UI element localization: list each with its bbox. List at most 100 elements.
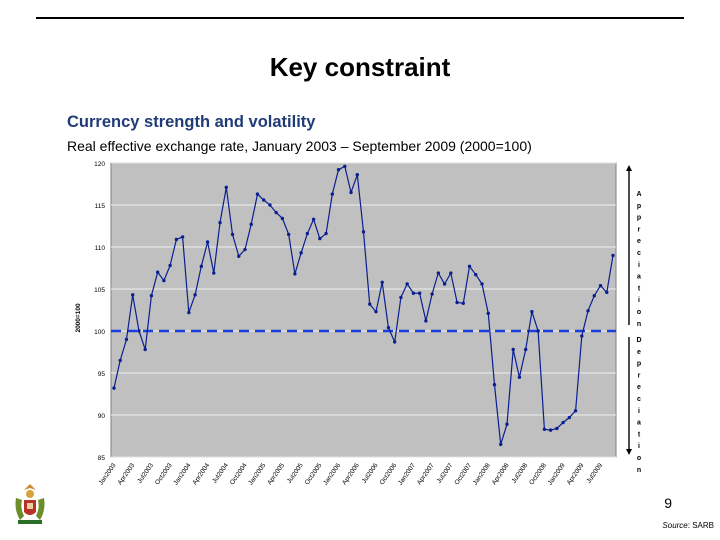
slide-title: Key constraint [269, 52, 451, 82]
data-point [268, 203, 272, 207]
data-point [368, 302, 372, 306]
depreciation-arrowhead [626, 449, 632, 455]
data-point [567, 415, 572, 420]
data-point [555, 426, 559, 431]
plot-area [110, 162, 617, 458]
x-tick-label: Jan2008 [472, 462, 492, 487]
data-point [392, 340, 397, 344]
data-point [511, 347, 515, 352]
y-axis-label: 2000=100 [75, 303, 82, 332]
x-tick-label: Apr2005 [266, 462, 286, 486]
x-tick-label: Jan2006 [322, 462, 342, 487]
x-tick-label: Jul2006 [361, 462, 380, 485]
x-tick-label: Apr2003 [117, 462, 137, 486]
x-tick-label: Jul2007 [436, 462, 455, 485]
data-point [205, 240, 210, 244]
data-point [605, 290, 609, 295]
data-point [336, 168, 341, 172]
data-point [237, 254, 241, 258]
data-point [286, 232, 291, 237]
x-tick-label: Oct2007 [453, 462, 473, 486]
data-point [417, 291, 422, 295]
data-point [162, 278, 166, 283]
data-point [405, 282, 409, 286]
data-point [255, 192, 260, 196]
data-point [374, 309, 378, 314]
data-point [305, 231, 310, 236]
data-point [262, 198, 266, 202]
data-point [349, 190, 353, 195]
data-point [436, 271, 441, 275]
data-point [199, 264, 204, 269]
x-tick-label: Apr2008 [491, 462, 511, 486]
source-name: : SARB [687, 521, 714, 530]
data-point [212, 271, 216, 275]
data-point [442, 282, 447, 286]
data-point [112, 386, 116, 390]
data-point [548, 428, 553, 432]
data-point [311, 217, 316, 221]
data-point [486, 311, 490, 316]
data-point [131, 293, 135, 297]
data-point [330, 192, 335, 196]
data-point [474, 273, 478, 277]
data-point [218, 220, 222, 225]
x-tick-label: Jul2004 [211, 462, 230, 485]
y-tick-label: 90 [98, 413, 106, 420]
data-point [530, 309, 534, 314]
data-point [573, 409, 578, 413]
y-tick-label: 95 [98, 371, 106, 378]
x-tick-label: Oct2004 [229, 462, 249, 486]
data-point [611, 253, 615, 258]
x-tick-label: Oct2005 [304, 462, 324, 486]
data-point [536, 329, 540, 333]
x-tick-label: Jul2003 [136, 462, 155, 485]
top-rule [36, 17, 684, 19]
data-point [523, 347, 528, 352]
data-point [293, 272, 297, 276]
x-tick-label: Apr2009 [566, 462, 586, 486]
data-point [318, 236, 322, 241]
y-tick-label: 120 [94, 161, 105, 168]
data-point [299, 251, 303, 255]
y-tick-label: 115 [95, 203, 106, 210]
x-tick-label: Jul2005 [286, 462, 305, 485]
data-point [324, 231, 328, 236]
data-point [580, 334, 584, 338]
rer-line-chart: 8590951001051101151202000=100Jan2003Apr2… [75, 161, 642, 487]
data-point [592, 294, 596, 298]
x-tick-label: Apr2006 [341, 462, 361, 486]
x-tick-label: Jul2009 [585, 462, 604, 485]
data-point [168, 263, 172, 268]
data-point [280, 216, 285, 221]
data-point [499, 442, 503, 447]
data-point [380, 280, 384, 284]
x-tick-label: Oct2008 [528, 462, 548, 486]
data-point [542, 427, 547, 431]
page-number: 9 [664, 495, 672, 511]
data-point [467, 264, 472, 269]
data-point [137, 329, 141, 333]
data-point [224, 185, 228, 190]
data-point [449, 271, 453, 275]
data-point [155, 270, 160, 274]
data-point [386, 325, 391, 330]
data-point [461, 301, 465, 305]
y-tick-label: 100 [94, 329, 105, 336]
data-point [480, 282, 484, 286]
data-point [361, 230, 366, 234]
data-point [124, 337, 129, 342]
source-note: Source: SARB [662, 521, 714, 530]
y-tick-label: 110 [95, 245, 106, 252]
data-point [143, 347, 147, 352]
x-tick-label: Jan2009 [547, 462, 567, 487]
data-point [399, 295, 403, 300]
x-tick-label: Oct2003 [154, 462, 174, 486]
source-label: Source [662, 521, 688, 530]
data-point [343, 164, 347, 169]
data-point [424, 319, 428, 323]
data-point [174, 237, 179, 242]
data-point [249, 222, 253, 227]
data-point [149, 294, 154, 298]
